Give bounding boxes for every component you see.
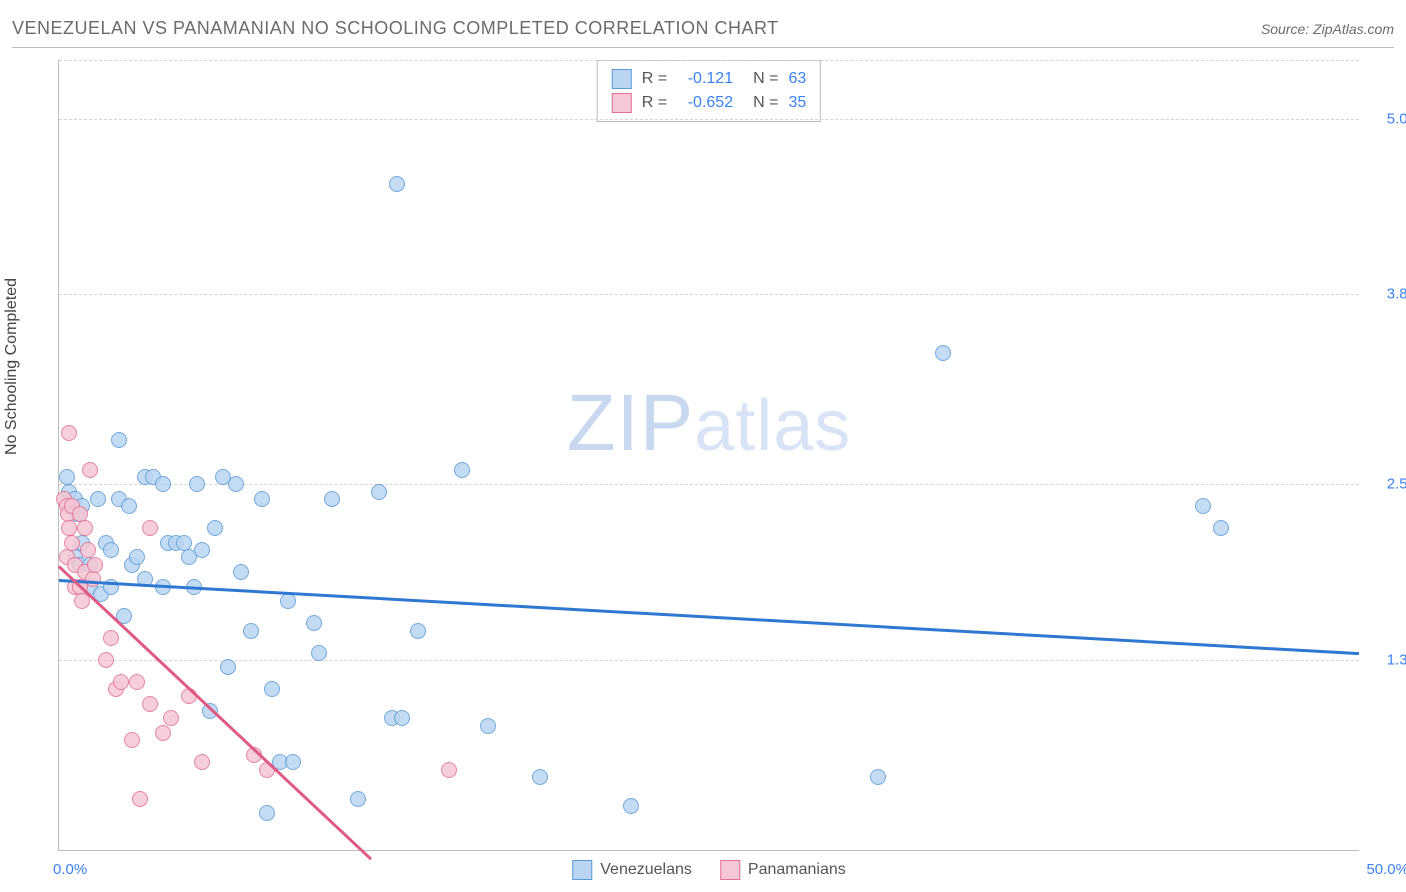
scatter-point <box>350 791 366 807</box>
scatter-point <box>121 498 137 514</box>
grid-line <box>59 119 1359 120</box>
scatter-point <box>85 571 101 587</box>
grid-line <box>59 484 1359 485</box>
scatter-point <box>59 469 75 485</box>
legend-label: Venezuelans <box>600 861 692 879</box>
scatter-point <box>264 681 280 697</box>
trend-line <box>59 579 1359 655</box>
scatter-point <box>243 623 259 639</box>
scatter-point <box>306 615 322 631</box>
stat-n-value: 35 <box>788 94 806 112</box>
scatter-point <box>111 432 127 448</box>
scatter-point <box>98 652 114 668</box>
scatter-point <box>82 462 98 478</box>
scatter-point <box>311 645 327 661</box>
scatter-point <box>61 520 77 536</box>
scatter-point <box>389 176 405 192</box>
stats-row: R = -0.652 N = 35 <box>612 91 806 115</box>
scatter-point <box>280 593 296 609</box>
y-tick-label: 5.0% <box>1387 110 1406 127</box>
scatter-point <box>72 506 88 522</box>
y-tick-label: 1.3% <box>1387 651 1406 668</box>
scatter-point <box>87 557 103 573</box>
scatter-point <box>124 732 140 748</box>
scatter-point <box>129 674 145 690</box>
scatter-point <box>77 520 93 536</box>
stats-row: R = -0.121 N = 63 <box>612 67 806 91</box>
stat-r-value: -0.121 <box>677 70 733 88</box>
scatter-point <box>220 659 236 675</box>
stat-r-label: R = <box>642 94 667 112</box>
scatter-point <box>155 476 171 492</box>
stat-r-label: R = <box>642 70 667 88</box>
scatter-point <box>132 791 148 807</box>
scatter-point <box>103 542 119 558</box>
y-axis-label: No Schooling Completed <box>3 278 21 455</box>
stat-n-label: N = <box>753 70 778 88</box>
scatter-point <box>80 542 96 558</box>
chart-title: VENEZUELAN VS PANAMANIAN NO SCHOOLING CO… <box>12 18 779 39</box>
scatter-point <box>1213 520 1229 536</box>
scatter-point <box>371 484 387 500</box>
scatter-point <box>228 476 244 492</box>
y-tick-label: 3.8% <box>1387 286 1406 303</box>
x-tick-max: 50.0% <box>1366 861 1406 878</box>
scatter-point <box>410 623 426 639</box>
scatter-point <box>935 345 951 361</box>
scatter-point <box>194 542 210 558</box>
scatter-point <box>870 769 886 785</box>
scatter-point <box>103 630 119 646</box>
legend-item: Panamanians <box>720 860 846 880</box>
series-legend: Venezuelans Panamanians <box>572 860 845 880</box>
plot-area: ZIPatlas R =-0.121N =63R =-0.652N =35 0.… <box>58 60 1359 851</box>
scatter-point <box>324 491 340 507</box>
source-label: Source: ZipAtlas.com <box>1261 21 1394 37</box>
scatter-point <box>532 769 548 785</box>
grid-line <box>59 660 1359 661</box>
scatter-point <box>64 535 80 551</box>
scatter-point <box>285 754 301 770</box>
trend-line <box>58 565 372 859</box>
swatch-icon <box>720 860 740 880</box>
y-tick-label: 2.5% <box>1387 476 1406 493</box>
scatter-point <box>90 491 106 507</box>
scatter-point <box>207 520 223 536</box>
scatter-point <box>176 535 192 551</box>
scatter-point <box>113 674 129 690</box>
scatter-point <box>142 696 158 712</box>
scatter-point <box>189 476 205 492</box>
scatter-point <box>163 710 179 726</box>
scatter-point <box>623 798 639 814</box>
scatter-point <box>254 491 270 507</box>
scatter-point <box>142 520 158 536</box>
scatter-point <box>1195 498 1211 514</box>
x-tick-min: 0.0% <box>53 861 87 878</box>
swatch-icon <box>612 93 632 113</box>
scatter-point <box>480 718 496 734</box>
scatter-point <box>194 754 210 770</box>
watermark: ZIPatlas <box>567 377 852 469</box>
stats-legend: R = -0.121 N = 63 R = -0.652 N = 35 <box>597 60 821 122</box>
scatter-point <box>441 762 457 778</box>
chart-container: No Schooling Completed ZIPatlas R =-0.12… <box>40 60 1380 850</box>
scatter-point <box>454 462 470 478</box>
grid-line <box>59 294 1359 295</box>
scatter-point <box>155 725 171 741</box>
stat-n-value: 63 <box>788 70 806 88</box>
scatter-point <box>233 564 249 580</box>
swatch-icon <box>612 69 632 89</box>
grid-line <box>59 60 1359 61</box>
scatter-point <box>259 805 275 821</box>
scatter-point <box>61 425 77 441</box>
stat-r-value: -0.652 <box>677 94 733 112</box>
legend-label: Panamanians <box>748 861 846 879</box>
legend-item: Venezuelans <box>572 860 692 880</box>
stat-n-label: N = <box>753 94 778 112</box>
scatter-point <box>394 710 410 726</box>
scatter-point <box>129 549 145 565</box>
swatch-icon <box>572 860 592 880</box>
